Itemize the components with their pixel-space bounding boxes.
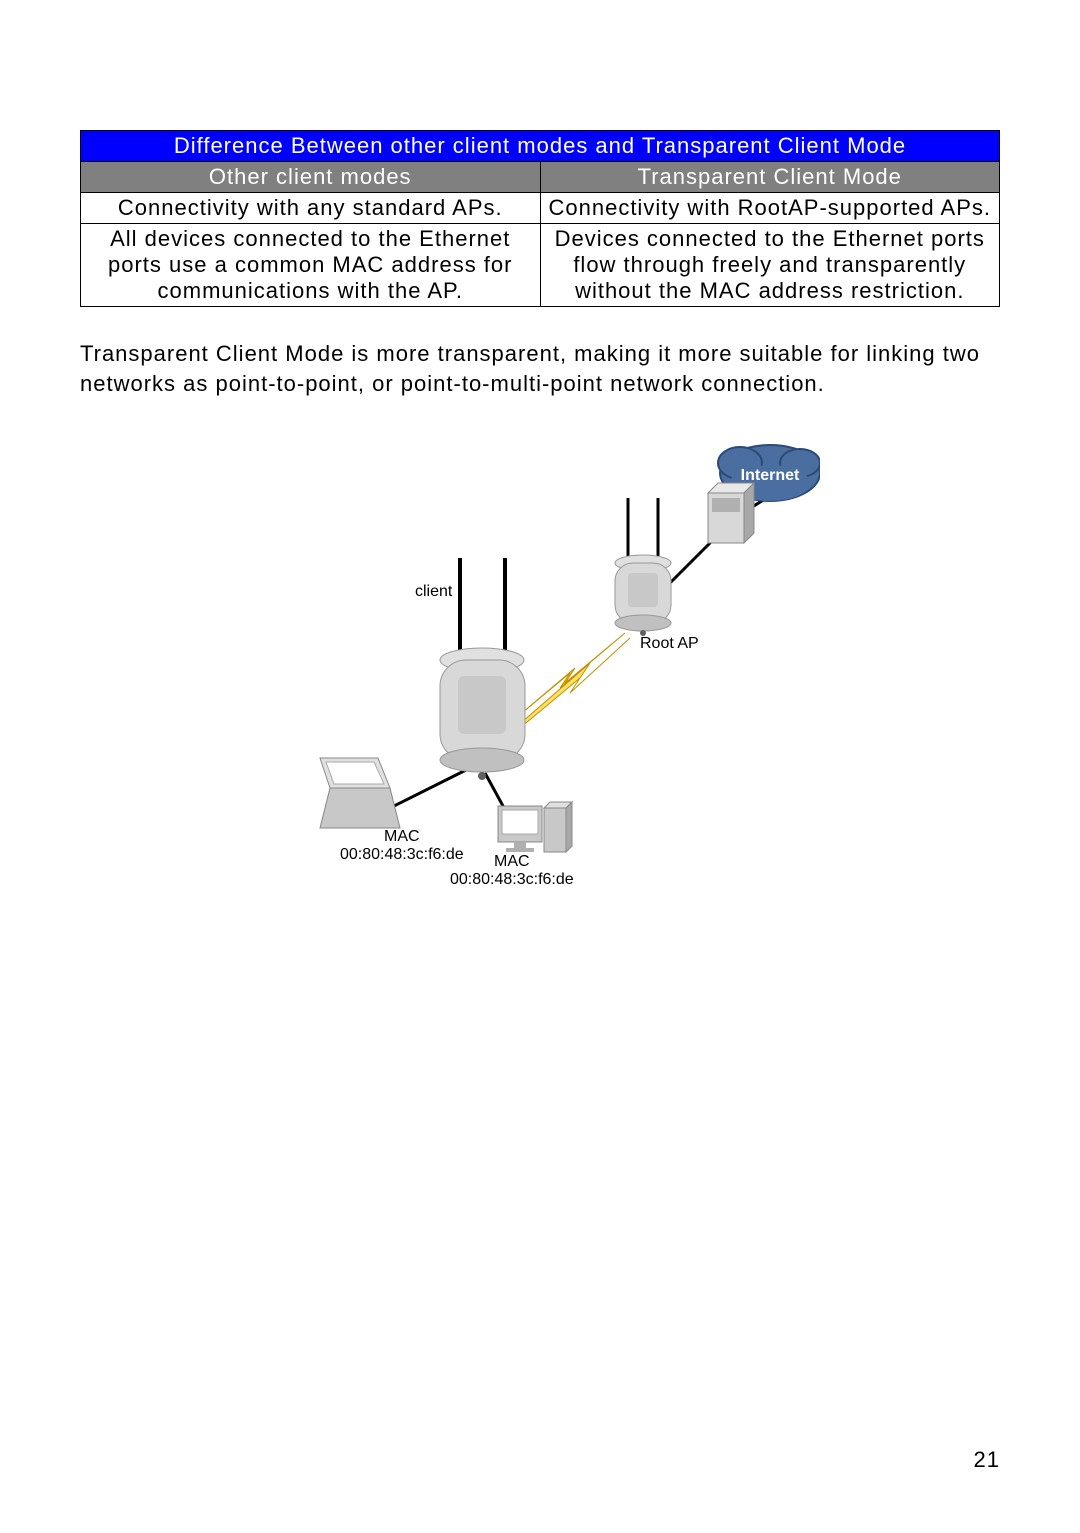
server-icon [708,483,754,543]
table-cell-r2-left: All devices connected to the Ethernet po… [81,224,541,307]
mac-label-1: MAC 00:80:48:3c:f6:de [340,828,464,863]
pc-icon [498,802,572,852]
table-header-left: Other client modes [81,162,541,193]
table-title-cell: Difference Between other client modes an… [81,131,1000,162]
diagram-container: Internet [80,428,1000,888]
mac-text-2: MAC [494,853,530,870]
mac-addr-1: 00:80:48:3c:f6:de [340,846,464,863]
laptop-icon [320,758,400,828]
paragraph: Transparent Client Mode is more transpar… [80,339,1000,398]
page: Difference Between other client modes an… [0,0,1080,1533]
table-row: Connectivity with any standard APs. Conn… [81,193,1000,224]
mac-addr-2: 00:80:48:3c:f6:de [450,871,574,888]
wireless-link-icon [510,633,630,728]
mac-label-2: MAC 00:80:48:3c:f6:de [450,853,574,888]
diagram-svg: Internet [260,428,820,888]
table-title-row: Difference Between other client modes an… [81,131,1000,162]
rootap-label: Root AP [640,635,699,653]
network-diagram: Internet [260,428,820,888]
table-cell-r1-right: Connectivity with RootAP-supported APs. [540,193,1000,224]
page-number: 21 [974,1447,1000,1473]
table-row: All devices connected to the Ethernet po… [81,224,1000,307]
internet-text: Internet [741,467,800,484]
mac-text-1: MAC [384,828,420,845]
table-cell-r2-right: Devices connected to the Ethernet ports … [540,224,1000,307]
client-ap-icon [440,558,525,780]
table-header-right: Transparent Client Mode [540,162,1000,193]
root-ap-icon [615,498,671,636]
table-cell-r1-left: Connectivity with any standard APs. [81,193,541,224]
table-header-row: Other client modes Transparent Client Mo… [81,162,1000,193]
client-label: client [415,583,452,601]
comparison-table: Difference Between other client modes an… [80,130,1000,307]
